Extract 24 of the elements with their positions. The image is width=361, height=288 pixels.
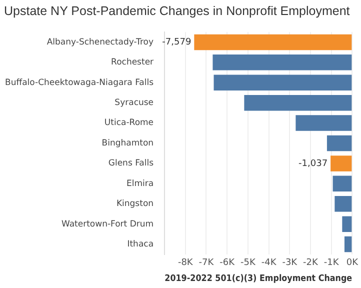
x-tick-label: -6K xyxy=(220,258,236,268)
chart-title: Upstate NY Post-Pandemic Changes in Nonprofit Employment xyxy=(3,3,351,20)
x-tick-label: -8K xyxy=(178,258,194,268)
x-tick-label: -3K xyxy=(282,258,298,268)
x-axis-title: 2019-2022 501(c)(3) Employment Change xyxy=(164,274,352,284)
y-tick-label: Rochester xyxy=(111,58,154,68)
y-tick-label: Binghamton xyxy=(102,138,154,148)
x-tick-label: -7K xyxy=(198,258,215,268)
x-tick-label: -2K xyxy=(303,258,320,268)
x-tick-label: -1K xyxy=(324,258,340,268)
y-tick-label: Buffalo-Cheektowaga-Niagara Falls xyxy=(5,78,154,88)
y-tick-label: Elmira xyxy=(126,178,154,189)
x-tick-label: -4K xyxy=(261,258,278,268)
y-tick-label: Albany-Schenectady-Troy xyxy=(46,37,154,48)
x-tick-label: 0K xyxy=(346,258,360,268)
y-tick-label: Watertown-Fort Drum xyxy=(61,219,154,230)
y-tick-label: Syracuse xyxy=(114,98,154,108)
y-tick-label: Glens Falls xyxy=(108,158,154,169)
y-tick-label: Ithaca xyxy=(127,240,154,250)
y-tick-label: Utica-Rome xyxy=(104,118,154,128)
data-label: -1,037 xyxy=(298,158,328,169)
y-tick-label: Kingston xyxy=(116,199,154,210)
x-tick-label: -5K xyxy=(240,258,256,268)
data-label: -7,579 xyxy=(162,38,192,48)
